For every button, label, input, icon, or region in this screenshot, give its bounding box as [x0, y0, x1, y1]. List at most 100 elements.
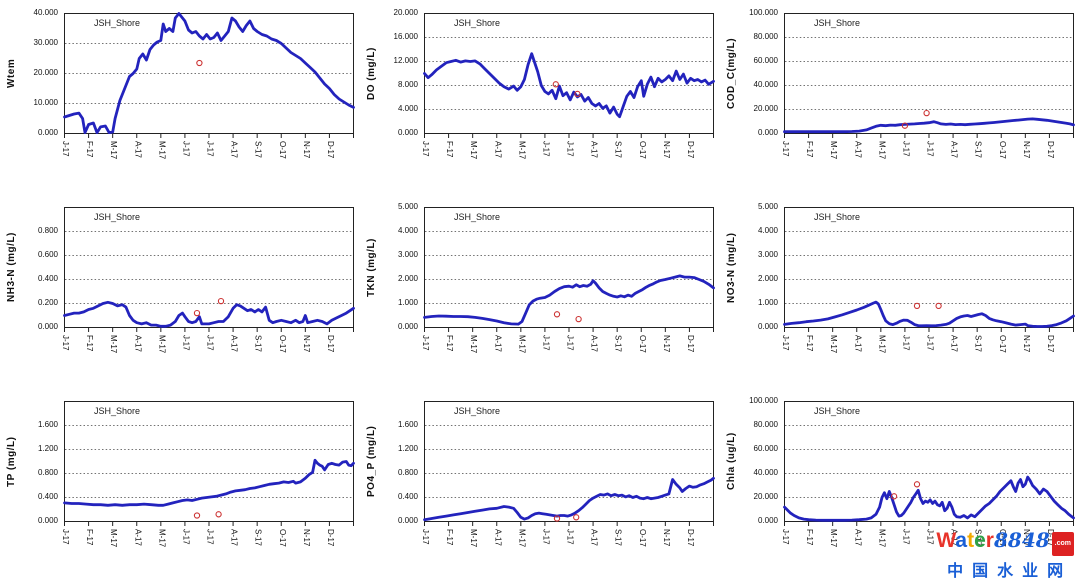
y-tick-label: 0.800: [37, 468, 58, 477]
x-tick-label: M-17: [829, 335, 839, 354]
x-tick-label: M-17: [877, 141, 887, 160]
y-tick-label: 0.800: [37, 226, 58, 235]
y-tick-label: 40.000: [753, 80, 778, 89]
x-tick-label: F-17: [85, 529, 95, 546]
x-tick-label: M-17: [157, 141, 167, 160]
x-tick-label: O-17: [997, 529, 1007, 547]
x-tick-label: M-17: [829, 141, 839, 160]
x-tick-label: M-17: [109, 529, 119, 548]
y-tick-label: 10.000: [33, 98, 58, 107]
watermark-brand-letters: Water: [936, 529, 994, 552]
x-tick-label: N-17: [1021, 529, 1031, 547]
x-tick-label: J-17: [925, 141, 935, 157]
outlier-marker: [196, 59, 203, 67]
x-tick-label: S-17: [253, 529, 263, 546]
y-tick-label: 20.000: [33, 68, 58, 77]
y-tick-label: 0.000: [397, 128, 418, 137]
x-tick-label: M-17: [877, 529, 887, 548]
y-tick-label: 3.000: [757, 250, 778, 259]
y-tick-label: 0.000: [757, 516, 778, 525]
y-tick-label: 1.200: [37, 444, 58, 453]
x-tick-label: F-17: [805, 529, 815, 546]
y-tick-label: 80.000: [753, 32, 778, 41]
x-tick-label: D-17: [325, 529, 335, 547]
x-tick-label: J-17: [565, 529, 575, 545]
x-tick-label: O-17: [997, 335, 1007, 353]
x-tick-label: F-17: [445, 529, 455, 546]
y-tick-label: 3.000: [397, 250, 418, 259]
x-tick-label: J-17: [541, 335, 551, 351]
watermark-number: 8848: [993, 528, 1050, 552]
outlier-marker: [193, 309, 201, 317]
y-tick-label: 80.000: [753, 420, 778, 429]
plot-frame: [784, 13, 1074, 134]
x-tick-label: J-17: [781, 529, 790, 545]
x-tick-label: N-17: [661, 141, 671, 159]
chart-do-mg-l: DO (mg/L) 0.000 4.000 8.000 12.000 16.000 20.0…: [360, 0, 720, 194]
x-tick-label: M-17: [469, 141, 479, 160]
x-tick-label: N-17: [1021, 335, 1031, 353]
x-tick-label: A-17: [589, 335, 599, 352]
y-tick-label: 40.000: [753, 468, 778, 477]
plot-frame: [784, 207, 1074, 328]
x-tick-label: F-17: [445, 141, 455, 158]
y-tick-label: 0.800: [397, 468, 418, 477]
y-tick-label: 1.600: [397, 420, 418, 429]
x-tick-label: A-17: [853, 141, 863, 158]
y-tick-label: 4.000: [397, 226, 418, 235]
x-tick-label: J-17: [925, 529, 935, 545]
x-tick-label: M-17: [157, 335, 167, 354]
x-tick-label: A-17: [229, 141, 239, 158]
plot-area: [783, 207, 1075, 332]
x-tick-label: O-17: [997, 141, 1007, 159]
x-tick-label: J-17: [205, 141, 215, 157]
x-tick-label: J-17: [181, 529, 191, 545]
x-tick-label: J-17: [61, 335, 70, 351]
y-tick-label: 0.400: [37, 274, 58, 283]
x-tick-label: S-17: [613, 529, 623, 546]
y-tick-label: 1.600: [37, 420, 58, 429]
x-tick-label: A-17: [589, 529, 599, 546]
chart-title: JSH_Shore: [814, 406, 861, 416]
x-tick-label: J-17: [181, 141, 191, 157]
y-tick-label: 20.000: [753, 492, 778, 501]
x-tick-label: M-17: [109, 141, 119, 160]
watermark-letter: a: [955, 529, 968, 552]
x-tick-label: N-17: [301, 141, 311, 159]
x-tick-label: A-17: [493, 529, 503, 546]
outlier-marker: [193, 512, 201, 519]
outlier-marker: [923, 109, 930, 117]
x-tick-label: S-17: [973, 335, 983, 352]
x-tick-label: F-17: [85, 141, 95, 158]
chart-tkn-mg-l: TKN (mg/L) 0.000 1.000 2.000 3.000 4.000 5.000…: [360, 194, 720, 388]
outlier-marker: [913, 302, 921, 310]
plot-area: [783, 401, 1075, 526]
x-tick-label: A-17: [133, 335, 143, 352]
y-tick-label: 100.000: [749, 8, 778, 17]
x-tick-label: J-17: [781, 335, 790, 351]
outlier-marker: [901, 122, 909, 129]
x-tick-label: M-17: [109, 335, 119, 354]
chart-nh3-n-mg-l: NH3-N (mg/L) 0.000 0.200 0.400 0.600 0.800 JSH…: [0, 194, 360, 388]
watermark-letter: t: [967, 529, 975, 552]
plot-area: [63, 401, 355, 526]
watermark: Water8848 .com 中国水业网: [936, 529, 1074, 581]
y-tick-label: 20.000: [393, 8, 418, 17]
x-tick-label: J-17: [205, 335, 215, 351]
y-tick-label: 5.000: [757, 202, 778, 211]
y-tick-label: 100.000: [749, 396, 778, 405]
y-tick-label: 1.000: [757, 298, 778, 307]
y-tick-label: 0.400: [397, 492, 418, 501]
x-tick-label: D-17: [1045, 141, 1055, 159]
x-tick-label: A-17: [949, 335, 959, 352]
plot-area: [423, 401, 715, 526]
chart-chla-ug-l: Chla (ug/L) 0.000 20.000 40.000 60.000 80.000…: [720, 388, 1080, 582]
y-tick-label: 4.000: [397, 104, 418, 113]
y-tick-label: 60.000: [753, 444, 778, 453]
chart-title: JSH_Shore: [454, 18, 501, 28]
x-tick-label: O-17: [637, 141, 647, 159]
y-tick-label: 0.000: [37, 322, 58, 331]
chart-wtem: Wtem 0.000 10.000 20.000 30.000 40.000 JSH_Sho…: [0, 0, 360, 194]
x-tick-label: A-17: [493, 141, 503, 158]
